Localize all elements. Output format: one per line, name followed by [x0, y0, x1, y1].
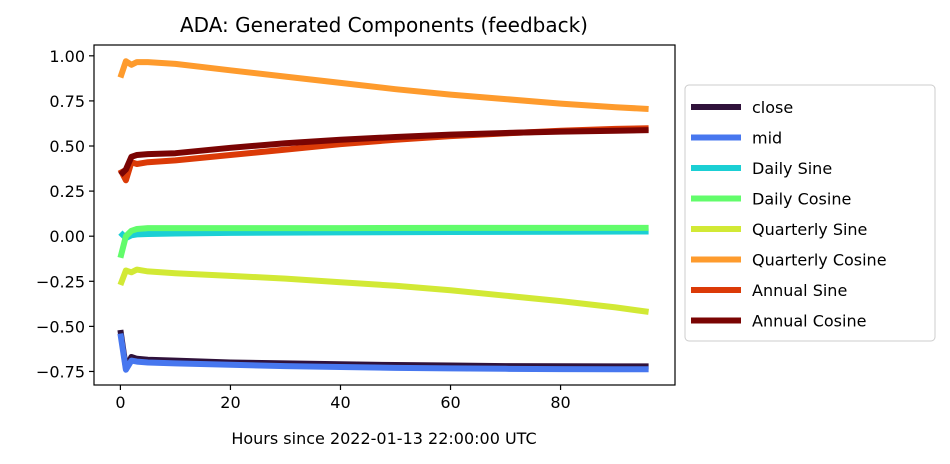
series-line-7 [118, 127, 649, 178]
legend-label: Daily Cosine [752, 190, 851, 209]
axes: 0 20 40 60 80 −0.75 −0.50 −0.25 0.00 0.25 0.50 0.75… [36, 44, 676, 412]
y-tick-label: −0.75 [36, 362, 85, 381]
y-tick-label: 0.75 [49, 92, 85, 111]
legend-label: Daily Sine [752, 159, 832, 178]
series-line-5 [117, 58, 649, 112]
x-tick-label: 0 [115, 393, 125, 412]
legend-label: close [752, 98, 793, 117]
x-tick-label: 20 [220, 393, 240, 412]
legend-label: Annual Cosine [752, 312, 866, 331]
plot-frame [93, 44, 676, 386]
series-line-2 [118, 228, 649, 241]
legend-label: Quarterly Cosine [752, 251, 887, 270]
x-tick-label: 40 [330, 393, 350, 412]
series-line-3 [117, 224, 649, 259]
y-tick-label: 1.00 [49, 47, 85, 66]
x-axis-label: Hours since 2022-01-13 22:00:00 UTC [231, 429, 536, 448]
legend-box [684, 84, 936, 342]
series-line-1 [117, 333, 649, 373]
legend-label: Quarterly Sine [752, 220, 867, 239]
legend-label: mid [752, 129, 782, 148]
y-tick-label: −0.50 [36, 317, 85, 336]
series-line-4 [117, 266, 650, 315]
y-tick-label: −0.25 [36, 272, 85, 291]
chart-title: ADA: Generated Components (feedback) [180, 13, 588, 37]
legend-label: Annual Sine [752, 281, 847, 300]
legend: close mid Daily Sine Daily Cosine Quarterly … [684, 84, 936, 342]
plot-area [117, 58, 650, 373]
y-tick-label: 0.50 [49, 137, 85, 156]
y-tick-label: 0.25 [49, 182, 85, 201]
x-tick-label: 60 [440, 393, 460, 412]
y-tick-label: 0.00 [49, 227, 85, 246]
x-tick-label: 80 [550, 393, 570, 412]
